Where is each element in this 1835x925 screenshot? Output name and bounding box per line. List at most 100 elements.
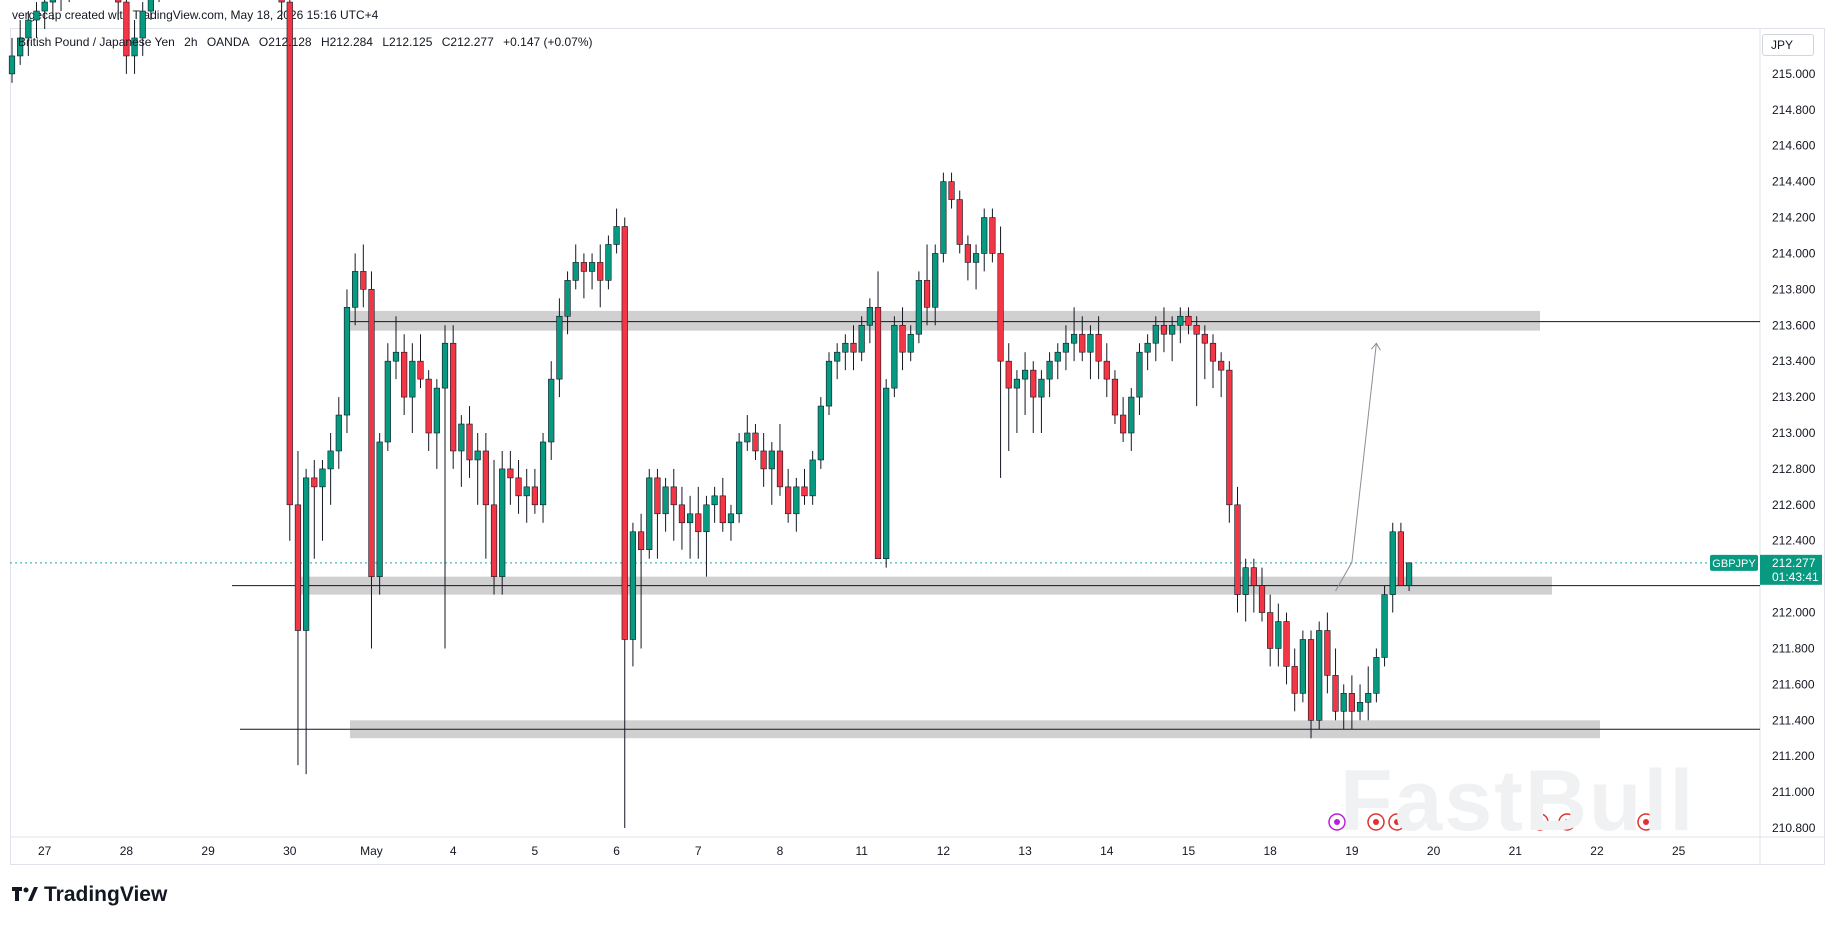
candle-body bbox=[588, 262, 596, 272]
support-resistance-zone[interactable] bbox=[350, 310, 1540, 331]
price-tick-label: 212.400 bbox=[1772, 534, 1816, 548]
candle-body bbox=[662, 486, 669, 515]
candle-body bbox=[401, 351, 408, 398]
price-tick-label: 214.600 bbox=[1772, 139, 1816, 153]
candle-body bbox=[499, 468, 506, 577]
low-value: L212.125 bbox=[382, 35, 433, 49]
candle-body bbox=[1005, 360, 1012, 389]
candle-body bbox=[515, 477, 522, 497]
candle-body bbox=[1307, 639, 1315, 721]
date-tick-label: 14 bbox=[1100, 844, 1114, 858]
candle-body bbox=[1201, 333, 1208, 344]
candle-body bbox=[548, 378, 555, 443]
candle-body bbox=[1218, 360, 1225, 371]
candle-body bbox=[115, 0, 122, 3]
date-tick-label: 29 bbox=[201, 844, 215, 858]
candle-body bbox=[1209, 342, 1217, 362]
candle-body bbox=[1365, 693, 1372, 703]
candle-body bbox=[474, 450, 481, 461]
candle-body bbox=[997, 253, 1004, 362]
candle-body bbox=[1226, 369, 1233, 506]
watermark-text: FastBull bbox=[1340, 753, 1696, 849]
candle-body bbox=[1389, 531, 1396, 595]
currency-unit-selector[interactable]: JPY bbox=[1762, 34, 1814, 56]
candle-body bbox=[858, 324, 865, 353]
candle-body bbox=[1185, 315, 1192, 326]
candle-body bbox=[580, 262, 587, 272]
date-tick-label: 15 bbox=[1182, 844, 1196, 858]
candle-body bbox=[597, 262, 604, 281]
price-tick-label: 210.800 bbox=[1772, 821, 1816, 835]
candle-body bbox=[1275, 621, 1282, 649]
candle-body bbox=[131, 37, 138, 57]
candle-body bbox=[613, 226, 620, 245]
price-badge-bg bbox=[1760, 554, 1822, 585]
candle-body bbox=[825, 360, 833, 407]
economic-event-icon-dot bbox=[1373, 819, 1379, 825]
candle-body bbox=[1128, 396, 1135, 434]
candle-body bbox=[41, 1, 48, 12]
date-tick-label: 19 bbox=[1345, 844, 1359, 858]
price-tick-label: 212.600 bbox=[1772, 498, 1816, 512]
ticker-badge[interactable]: GBPJPY bbox=[1712, 558, 1756, 570]
date-tick-label: 6 bbox=[613, 844, 620, 858]
economic-event-icon-dot bbox=[1334, 819, 1340, 825]
candle-body bbox=[450, 342, 457, 452]
tradingview-brand: TradingView bbox=[44, 883, 168, 906]
candle-body bbox=[564, 280, 571, 317]
candle-body bbox=[343, 307, 351, 416]
candle-body bbox=[768, 450, 775, 470]
candle-body bbox=[368, 289, 375, 577]
candle-body bbox=[948, 181, 955, 200]
candle-body bbox=[752, 432, 759, 452]
candle-body bbox=[703, 504, 710, 533]
candle-body bbox=[1079, 333, 1086, 353]
candle-body bbox=[1332, 675, 1339, 712]
candle-body bbox=[874, 307, 882, 559]
candle-body bbox=[940, 181, 947, 254]
candle-body bbox=[360, 271, 367, 290]
price-tick-label: 213.600 bbox=[1772, 318, 1816, 332]
candle-body bbox=[417, 360, 424, 380]
candle-body bbox=[523, 486, 530, 497]
price-tick-label: 214.400 bbox=[1772, 175, 1816, 189]
candle-body bbox=[1062, 342, 1070, 353]
broker: OANDA bbox=[206, 35, 250, 49]
price-tick-label: 212.800 bbox=[1772, 462, 1816, 476]
symbol-legend[interactable]: British Pound / Japanese Yen 2h OANDA O2… bbox=[18, 35, 599, 49]
candle-body bbox=[1242, 567, 1249, 595]
timeframe[interactable]: 2h bbox=[184, 35, 198, 49]
candle-body bbox=[776, 450, 784, 488]
candle-body bbox=[1291, 666, 1298, 694]
date-tick-label: 8 bbox=[777, 844, 784, 858]
projection-path[interactable] bbox=[1335, 343, 1377, 592]
candle-body bbox=[1111, 378, 1119, 416]
candle-body bbox=[621, 226, 628, 640]
candle-body bbox=[736, 441, 743, 515]
candle-body bbox=[1054, 351, 1061, 362]
chart-frame bbox=[10, 28, 1825, 865]
candle-body bbox=[678, 504, 686, 524]
candle-body bbox=[1356, 702, 1364, 712]
candle-body bbox=[1021, 369, 1029, 380]
date-tick-label: 11 bbox=[855, 844, 868, 858]
candle-body bbox=[654, 477, 661, 515]
candle-body bbox=[711, 495, 718, 506]
candle-body bbox=[1373, 657, 1380, 694]
candle-body bbox=[319, 468, 326, 488]
candle-body bbox=[352, 271, 359, 308]
economic-event-icon-dot bbox=[1394, 819, 1400, 825]
candle-body bbox=[1038, 378, 1045, 398]
candle-body bbox=[1381, 594, 1388, 658]
candle-body bbox=[539, 441, 547, 506]
candle-body bbox=[1250, 567, 1257, 586]
candle-body bbox=[49, 0, 56, 3]
candle-body bbox=[899, 324, 906, 353]
symbol-name[interactable]: British Pound / Japanese Yen bbox=[18, 35, 175, 49]
tradingview-logo[interactable]: TradingView bbox=[12, 883, 167, 907]
price-tick-label: 215.000 bbox=[1772, 67, 1816, 81]
price-tick-label: 211.000 bbox=[1772, 785, 1815, 799]
candle-body bbox=[842, 342, 849, 353]
candle-body bbox=[123, 1, 130, 57]
